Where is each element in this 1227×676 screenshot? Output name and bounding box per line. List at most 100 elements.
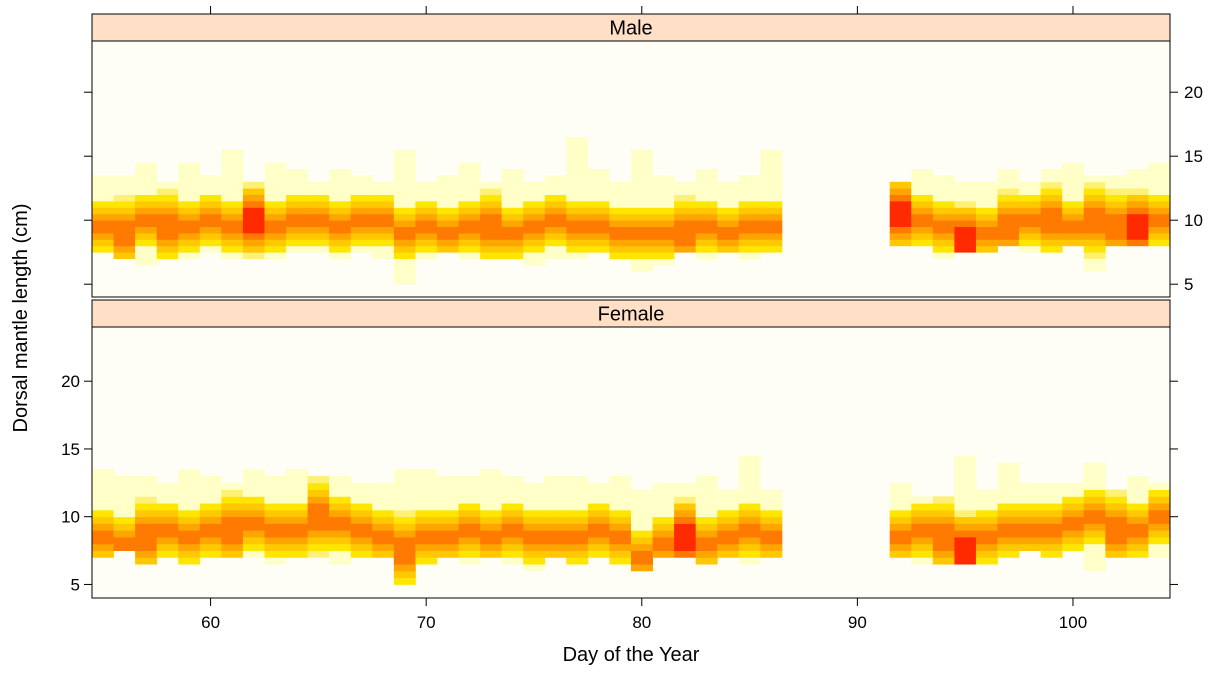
heat-cell <box>760 226 783 234</box>
heat-cell <box>286 188 308 195</box>
heat-cell <box>566 496 589 504</box>
heat-cell <box>631 516 653 524</box>
heat-cell <box>523 201 546 208</box>
heat-cell <box>523 245 546 253</box>
heat-cell <box>566 550 589 558</box>
heat-cell <box>1083 503 1106 511</box>
heat-cell <box>135 213 158 221</box>
heat-cell <box>329 523 352 531</box>
heat-cell <box>1083 258 1106 266</box>
heat-cell <box>307 207 330 215</box>
heat-cell <box>544 537 567 545</box>
x-tick-label: 80 <box>632 613 651 632</box>
heat-cell <box>1083 543 1106 551</box>
y-axis-title: Dorsal mantle length (cm) <box>10 204 32 433</box>
heat-cell <box>975 489 998 497</box>
heat-cell <box>199 476 222 484</box>
heat-cell <box>92 188 114 195</box>
heat-cell <box>1040 523 1063 531</box>
heat-cell <box>1105 516 1128 524</box>
heat-cell <box>113 233 136 240</box>
heat-cell <box>178 194 201 202</box>
heat-cell <box>415 489 438 497</box>
x-tick-label: 100 <box>1059 613 1087 632</box>
heat-cell <box>1019 509 1042 518</box>
heat-cell <box>717 181 740 189</box>
heat-cell <box>1148 482 1171 490</box>
heat-cell <box>674 207 697 215</box>
heat-cell <box>523 496 546 504</box>
heat-cell <box>631 557 653 565</box>
heat-cell <box>92 530 114 538</box>
heat-cell <box>199 181 222 189</box>
heat-cell <box>501 220 524 227</box>
heat-cell <box>393 557 416 565</box>
heat-cell <box>286 469 308 477</box>
heat-cell <box>1083 233 1106 240</box>
heat-cell <box>932 496 955 504</box>
heat-cell <box>242 537 265 545</box>
heat-cell <box>695 169 718 176</box>
heat-cell <box>458 194 481 202</box>
heat-cell <box>1062 188 1085 195</box>
heat-cell <box>1040 239 1063 247</box>
heat-cell <box>1083 175 1106 183</box>
heat-cell <box>221 201 244 208</box>
heat-cell <box>631 162 653 170</box>
heat-cell <box>717 213 740 221</box>
heat-cell <box>178 482 201 490</box>
heat-cell <box>631 175 653 183</box>
heat-cell <box>415 550 438 558</box>
heat-cell <box>135 201 158 208</box>
heat-cell <box>695 543 718 551</box>
heat-cell <box>1019 543 1042 551</box>
heat-cell <box>954 181 977 189</box>
heat-cell <box>135 509 158 518</box>
heat-cell <box>156 194 179 202</box>
heat-cell <box>975 503 998 511</box>
heat-cell <box>393 265 416 272</box>
heat-cell <box>1148 233 1171 240</box>
heat-cell <box>631 523 653 531</box>
heat-cell <box>92 523 114 531</box>
heat-cell <box>1105 530 1128 538</box>
heat-cell <box>631 207 653 215</box>
heat-cell <box>1040 226 1063 234</box>
heat-cell <box>480 523 503 531</box>
heat-cell <box>544 523 567 531</box>
heat-cell <box>178 175 201 183</box>
heat-cell <box>307 201 330 208</box>
heat-cell <box>135 550 158 558</box>
heat-cell <box>480 509 503 518</box>
heat-cell <box>264 489 287 497</box>
heat-cell <box>544 213 567 221</box>
heat-cell <box>178 233 201 240</box>
heat-cell <box>1105 233 1128 240</box>
heat-cell <box>286 201 308 208</box>
heat-cell <box>954 523 977 531</box>
heat-cell <box>264 175 287 183</box>
heat-cell <box>286 175 308 183</box>
heat-cell <box>652 188 675 195</box>
heat-cell <box>975 226 998 234</box>
heat-cell <box>372 194 395 202</box>
heat-cell <box>372 523 395 531</box>
heat-cell <box>458 188 481 195</box>
heat-cell <box>501 537 524 545</box>
heat-cell <box>329 489 352 497</box>
heat-cell <box>631 245 653 253</box>
heat-cell <box>631 156 653 163</box>
heat-cell <box>523 509 546 518</box>
heat-cell <box>1040 503 1063 511</box>
heat-cell <box>178 213 201 221</box>
heat-cell <box>544 530 567 538</box>
heat-cell <box>436 220 459 227</box>
heat-cell <box>1148 496 1171 504</box>
heat-cell <box>1148 516 1171 524</box>
heat-cell <box>415 239 438 247</box>
heat-cell <box>286 516 308 524</box>
heat-cell <box>1062 201 1085 208</box>
heat-cell <box>932 201 955 208</box>
heat-cell <box>566 194 589 202</box>
heat-cell <box>286 509 308 518</box>
